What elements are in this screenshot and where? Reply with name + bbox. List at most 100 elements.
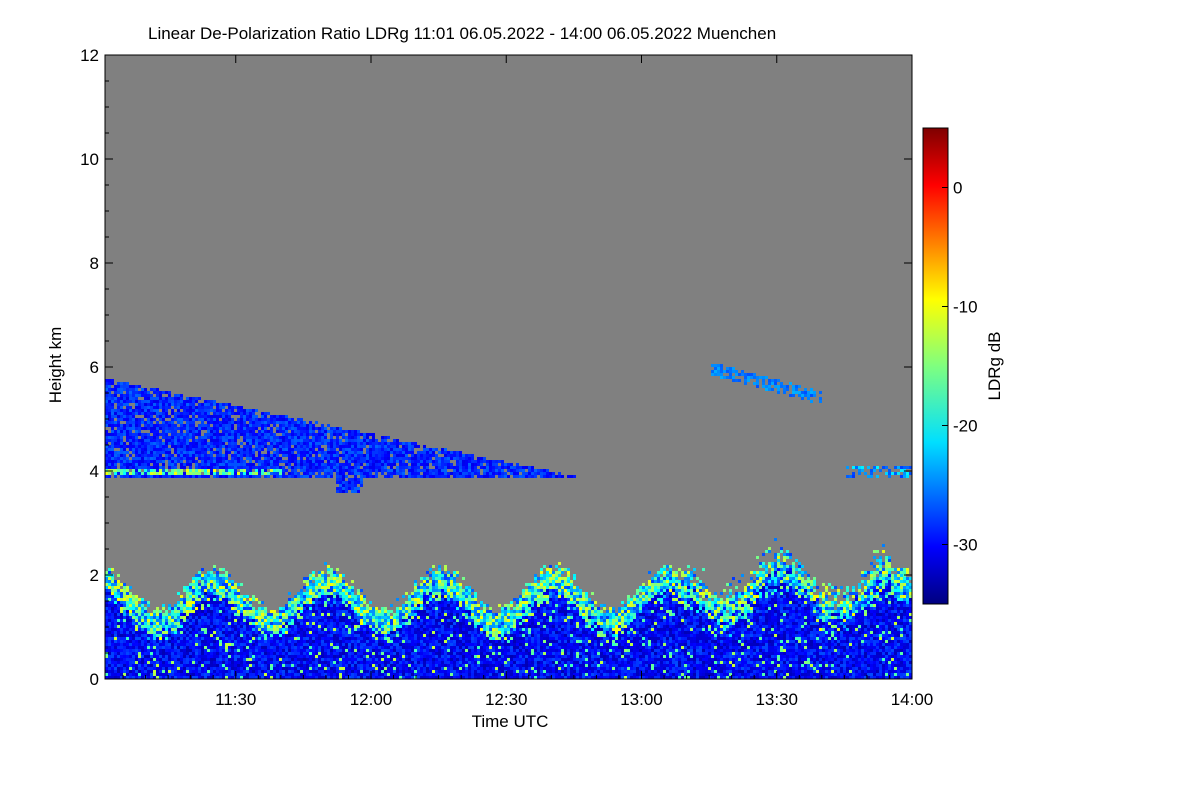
- heat-cell: [342, 619, 345, 622]
- heat-cell: [369, 643, 372, 646]
- heat-cell: [186, 421, 189, 424]
- heat-cell: [237, 475, 240, 478]
- heat-cell: [261, 601, 264, 604]
- heat-cell: [192, 427, 195, 430]
- heat-cell: [123, 451, 126, 454]
- heat-cell: [153, 646, 156, 649]
- heat-cell: [228, 661, 231, 664]
- heat-cell: [222, 595, 225, 598]
- heat-cell: [282, 661, 285, 664]
- heat-cell: [276, 454, 279, 457]
- heat-cell: [168, 628, 171, 631]
- heat-cell: [162, 463, 165, 466]
- heat-cell: [315, 601, 318, 604]
- heat-cell: [339, 478, 342, 481]
- heat-cell: [342, 436, 345, 439]
- heat-cell: [249, 448, 252, 451]
- heat-cell: [273, 457, 276, 460]
- heat-cell: [210, 427, 213, 430]
- heat-cell: [180, 667, 183, 670]
- heat-cell: [267, 676, 270, 679]
- heat-cell: [195, 430, 198, 433]
- heat-cell: [141, 418, 144, 421]
- heat-cell: [204, 595, 207, 598]
- heat-cell: [111, 580, 114, 583]
- heat-cell: [231, 658, 234, 661]
- heat-cell: [384, 439, 387, 442]
- heat-cell: [237, 472, 240, 475]
- heat-cell: [111, 652, 114, 655]
- heat-cell: [228, 664, 231, 667]
- heat-cell: [351, 457, 354, 460]
- heat-cell: [138, 652, 141, 655]
- heat-cell: [141, 613, 144, 616]
- heat-cell: [306, 673, 309, 676]
- heat-cell: [249, 637, 252, 640]
- heat-cell: [147, 643, 150, 646]
- heat-cell: [192, 604, 195, 607]
- heat-cell: [219, 640, 222, 643]
- heat-cell: [123, 430, 126, 433]
- heat-cell: [324, 442, 327, 445]
- heat-cell: [198, 658, 201, 661]
- heat-cell: [327, 442, 330, 445]
- heat-cell: [123, 643, 126, 646]
- heat-cell: [282, 667, 285, 670]
- heat-cell: [354, 613, 357, 616]
- heat-cell: [375, 664, 378, 667]
- heat-cell: [192, 415, 195, 418]
- heat-cell: [357, 655, 360, 658]
- heat-cell: [144, 460, 147, 463]
- heat-cell: [219, 601, 222, 604]
- heat-cell: [153, 622, 156, 625]
- heat-cell: [306, 598, 309, 601]
- heat-cell: [135, 643, 138, 646]
- heat-cell: [195, 460, 198, 463]
- heat-cell: [372, 667, 375, 670]
- heat-cell: [255, 598, 258, 601]
- heat-cell: [351, 631, 354, 634]
- heat-cell: [150, 637, 153, 640]
- heat-cell: [276, 445, 279, 448]
- heat-cell: [315, 646, 318, 649]
- heat-cell: [153, 460, 156, 463]
- heat-cell: [252, 451, 255, 454]
- heat-cell: [390, 661, 393, 664]
- heat-cell: [339, 652, 342, 655]
- heat-cell: [363, 634, 366, 637]
- heat-cell: [315, 595, 318, 598]
- heat-cell: [219, 469, 222, 472]
- heat-cell: [108, 586, 111, 589]
- heat-cell: [366, 619, 369, 622]
- heat-cell: [108, 463, 111, 466]
- heat-cell: [276, 655, 279, 658]
- heat-cell: [207, 631, 210, 634]
- heat-cell: [135, 469, 138, 472]
- heat-cell: [303, 466, 306, 469]
- heat-cell: [126, 394, 129, 397]
- heat-cell: [180, 601, 183, 604]
- heat-cell: [366, 667, 369, 670]
- heat-cell: [165, 412, 168, 415]
- heat-cell: [105, 463, 108, 466]
- heat-cell: [177, 622, 180, 625]
- heat-cell: [396, 667, 399, 670]
- heat-cell: [300, 448, 303, 451]
- heat-cell: [228, 658, 231, 661]
- heat-cell: [249, 418, 252, 421]
- heat-cell: [348, 601, 351, 604]
- heat-cell: [150, 427, 153, 430]
- heat-cell: [402, 640, 405, 643]
- heat-cell: [111, 409, 114, 412]
- heat-cell: [270, 628, 273, 631]
- heat-cell: [153, 454, 156, 457]
- heat-cell: [345, 667, 348, 670]
- heat-cell: [129, 634, 132, 637]
- heat-cell: [126, 451, 129, 454]
- heat-cell: [183, 442, 186, 445]
- heat-cell: [144, 673, 147, 676]
- heat-cell: [237, 637, 240, 640]
- heat-cell: [249, 466, 252, 469]
- heat-cell: [177, 415, 180, 418]
- heat-cell: [123, 583, 126, 586]
